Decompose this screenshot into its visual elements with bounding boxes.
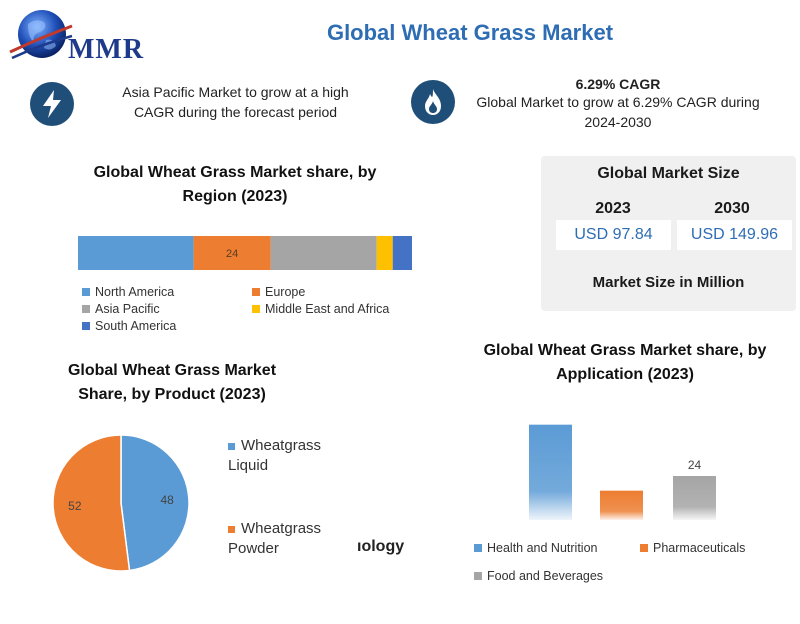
lightning-icon	[30, 82, 74, 126]
legend-swatch	[474, 572, 482, 580]
data-label: 52	[68, 499, 82, 513]
legend-food-beverages: Food and Beverages	[474, 569, 603, 583]
market-size-panel: Global Market Size 2023 2030 USD 97.84 U…	[541, 156, 796, 311]
highlight-asia-pacific: Asia Pacific Market to grow at a high CA…	[122, 84, 349, 120]
region-stacked-bar: 24	[78, 236, 412, 270]
legend-asia-pacific: Asia Pacific	[82, 302, 160, 316]
product-pie-chart: 48 52	[52, 434, 190, 572]
legend-label: Health and Nutrition	[487, 541, 598, 555]
highlight-cagr: Global Market to grow at 6.29% CAGR duri…	[476, 94, 760, 130]
legend-label: Europe	[265, 285, 306, 299]
legend-swatch	[82, 322, 90, 330]
legend-label: Wheatgrass Powder	[228, 520, 322, 557]
market-size-footer: Market Size in Million	[592, 274, 745, 291]
year-2023-label: 2023	[595, 200, 631, 217]
data-label: 48	[160, 493, 174, 507]
legend-label: Middle East and Africa	[265, 302, 390, 316]
data-label: 24	[226, 248, 238, 260]
legend-swatch	[474, 544, 482, 552]
bar-pharmaceuticals	[600, 490, 643, 520]
legend-label: Wheatgrass Liquid	[228, 437, 322, 474]
legend-swatch	[82, 288, 90, 296]
application-bar-chart: 24	[529, 424, 716, 520]
market-size-2023-value: USD 97.84	[556, 220, 671, 250]
legend-swatch	[82, 305, 90, 313]
data-label: 24	[688, 458, 702, 472]
legend-label: Food and Beverages	[487, 569, 604, 583]
legend-europe: Europe	[252, 285, 305, 299]
product-chart-title: Global Wheat Grass Market Share, by Prod…	[67, 362, 277, 403]
legend-pharmaceuticals: Pharmaceuticals	[640, 541, 745, 555]
bar-health-and-nutrition	[529, 424, 572, 520]
legend-wheatgrass-liquid: Wheatgrass Liquid	[228, 436, 338, 476]
legend-label: Asia Pacific	[95, 302, 160, 316]
pie-slice-wheatgrass-liquid	[120, 434, 190, 572]
legend-swatch	[228, 442, 235, 450]
legend-south-america: South America	[82, 319, 176, 333]
legend-swatch	[228, 525, 235, 533]
legend-label: South America	[95, 319, 177, 333]
page-title: Global Wheat Grass Market	[326, 20, 614, 45]
pie-slice-wheatgrass-powder	[52, 434, 131, 572]
legend-swatch	[252, 305, 260, 313]
legend-label: North America	[95, 285, 175, 299]
legend-middle-east-africa: Middle East and Africa	[252, 302, 389, 316]
bar-segment-south-america	[392, 236, 412, 270]
legend-north-america: North America	[82, 285, 174, 299]
market-size-2030-value: USD 149.96	[677, 220, 792, 250]
legend-swatch	[640, 544, 648, 552]
cagr-value: 6.29% CAGR	[575, 76, 661, 92]
truncated-text: ıology	[357, 538, 405, 555]
flame-icon	[411, 80, 455, 124]
globe-icon	[9, 10, 73, 60]
legend-health-nutrition: Health and Nutrition	[474, 541, 597, 555]
bar-segment-asia-pacific	[270, 236, 377, 270]
region-chart-title: Global Wheat Grass Market share, by Regi…	[93, 164, 377, 205]
application-chart-title: Global Wheat Grass Market share, by Appl…	[483, 342, 767, 383]
bar-food-and-beverages	[673, 476, 716, 520]
legend-swatch	[252, 288, 260, 296]
bar-segment-north-america	[78, 236, 194, 270]
legend-label: Pharmaceuticals	[653, 541, 746, 555]
bar-segment-europe	[193, 236, 271, 270]
bar-segment-middle-east-and-africa	[376, 236, 393, 270]
year-2030-label: 2030	[714, 200, 750, 217]
logo-text: MMR	[68, 34, 145, 65]
market-size-title: Global Market Size	[597, 165, 740, 182]
legend-wheatgrass-powder: Wheatgrass Powder	[228, 519, 338, 559]
mmr-logo: MMR	[6, 6, 166, 68]
